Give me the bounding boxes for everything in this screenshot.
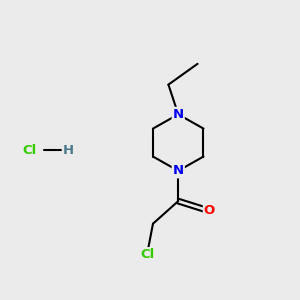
Text: N: N [173, 164, 184, 177]
Text: O: O [204, 204, 215, 218]
Text: H: H [63, 143, 74, 157]
Text: Cl: Cl [140, 248, 154, 261]
Text: N: N [173, 108, 184, 121]
Text: Cl: Cl [22, 143, 37, 157]
